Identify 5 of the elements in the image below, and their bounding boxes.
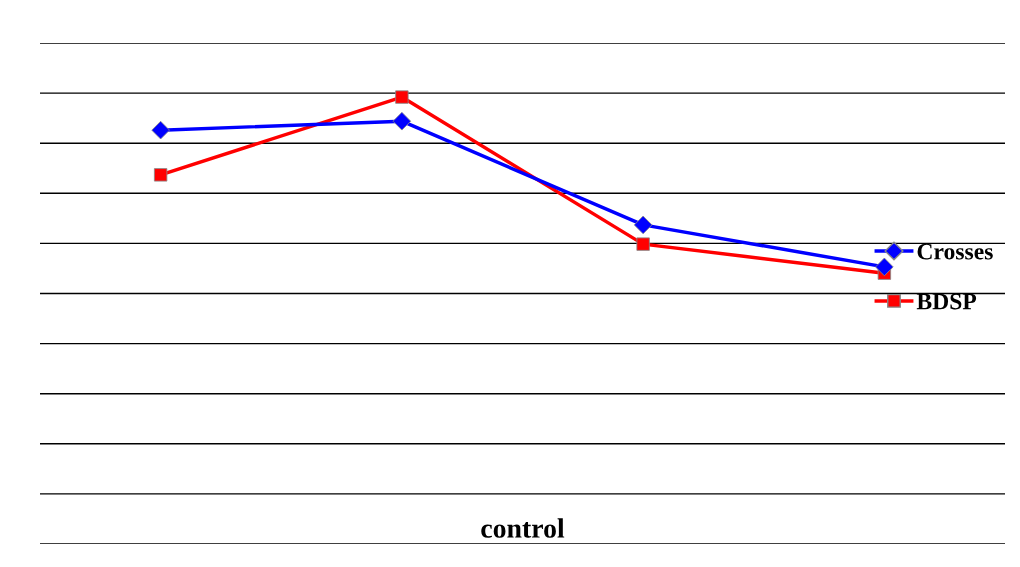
legend-label: Crosses — [917, 243, 993, 260]
legend-label: BDSP — [916, 293, 977, 310]
point — [151, 120, 170, 140]
point — [875, 257, 894, 277]
x-axis-title: control — [481, 518, 565, 538]
